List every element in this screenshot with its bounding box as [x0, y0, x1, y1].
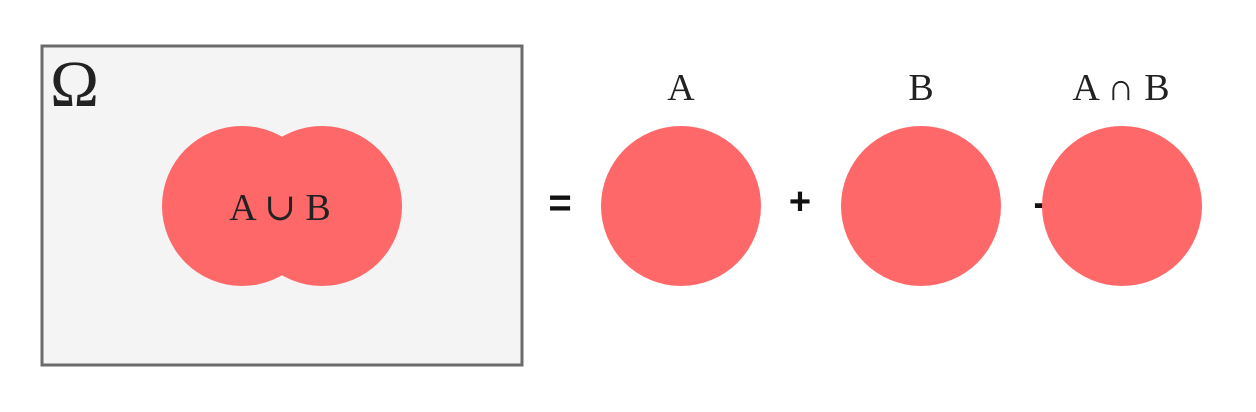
union-label: A ∪ B [229, 187, 331, 229]
set-a-circle [601, 126, 761, 286]
plus-operator: + [789, 181, 811, 223]
union-circle-b [242, 126, 402, 286]
set-b-label: B [908, 67, 933, 109]
equals-operator: = [548, 181, 571, 225]
union-shape [162, 126, 402, 286]
set-a-label: A [667, 67, 695, 109]
intersection-label: A ∩ B [1072, 67, 1169, 109]
set-b-circle [841, 126, 1001, 286]
universe-symbol: Ω [50, 48, 99, 121]
intersection-lens [1042, 126, 1202, 286]
